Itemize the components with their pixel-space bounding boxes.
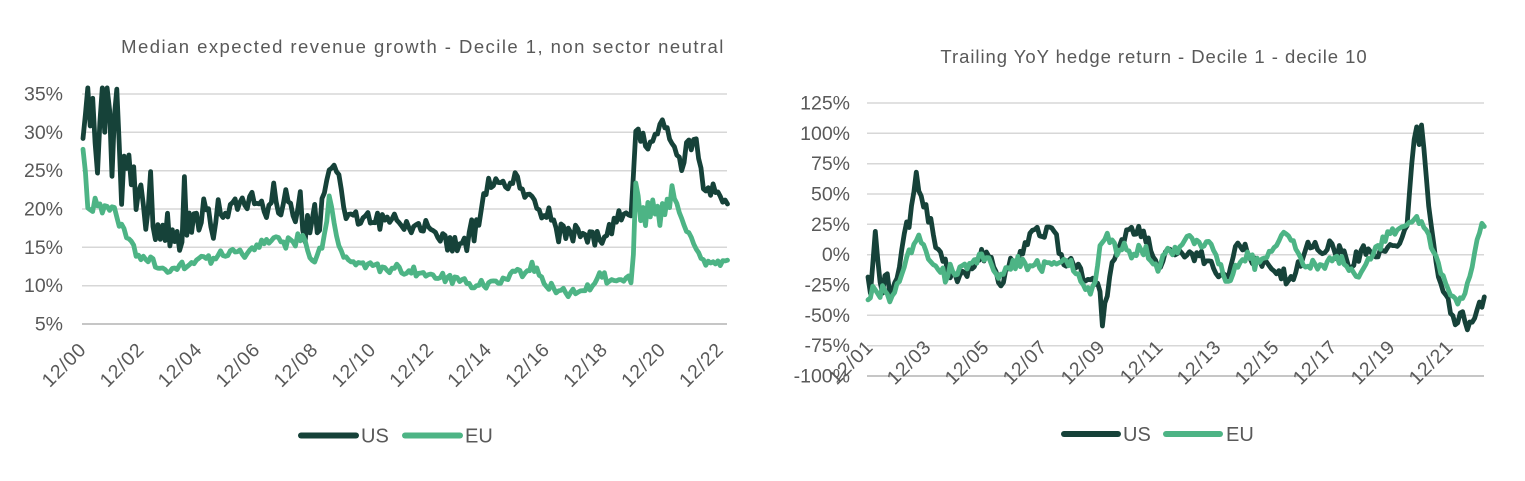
svg-text:75%: 75% <box>811 153 850 175</box>
svg-text:15%: 15% <box>24 237 63 259</box>
svg-text:US: US <box>361 426 389 448</box>
svg-text:35%: 35% <box>24 84 63 106</box>
svg-text:5%: 5% <box>35 314 63 336</box>
svg-text:25%: 25% <box>811 214 850 236</box>
svg-text:-75%: -75% <box>804 335 850 357</box>
svg-text:30%: 30% <box>24 122 63 144</box>
svg-text:-25%: -25% <box>804 275 850 297</box>
svg-text:10%: 10% <box>24 275 63 297</box>
svg-text:50%: 50% <box>811 184 850 206</box>
svg-text:25%: 25% <box>24 160 63 182</box>
svg-text:-50%: -50% <box>804 305 850 327</box>
svg-text:100%: 100% <box>800 123 850 145</box>
svg-text:0%: 0% <box>822 244 850 266</box>
svg-text:Median expected revenue growth: Median expected revenue growth - Decile … <box>121 36 725 57</box>
svg-text:Trailing YoY hedge return - De: Trailing YoY hedge return - Decile 1 - d… <box>940 46 1367 67</box>
svg-text:EU: EU <box>465 426 493 448</box>
svg-text:125%: 125% <box>800 93 850 115</box>
svg-text:-100%: -100% <box>794 366 850 388</box>
svg-text:US: US <box>1123 424 1151 446</box>
svg-text:20%: 20% <box>24 199 63 221</box>
svg-text:EU: EU <box>1226 424 1254 446</box>
